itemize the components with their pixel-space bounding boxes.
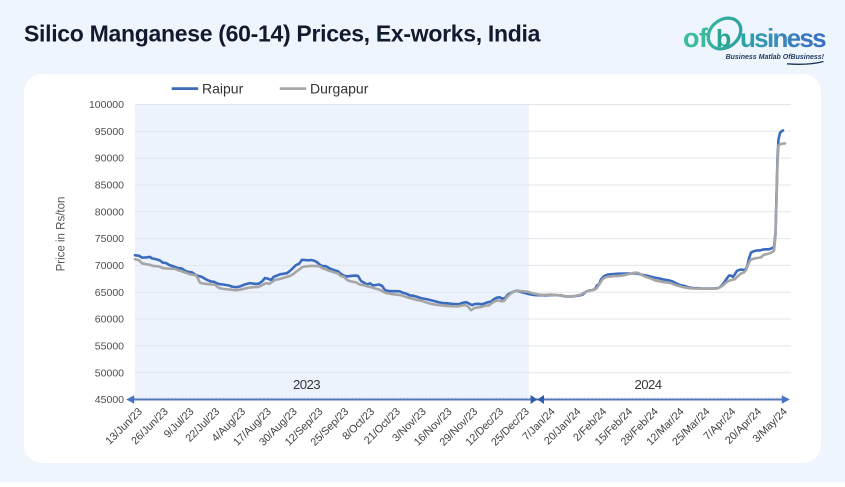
svg-text:60000: 60000 xyxy=(95,314,124,326)
svg-text:90000: 90000 xyxy=(95,153,124,165)
svg-text:75000: 75000 xyxy=(95,233,124,245)
svg-text:80000: 80000 xyxy=(95,206,124,218)
svg-text:55000: 55000 xyxy=(95,341,124,353)
svg-text:65000: 65000 xyxy=(95,287,124,299)
svg-text:45000: 45000 xyxy=(95,394,124,406)
svg-text:70000: 70000 xyxy=(95,260,124,272)
svg-text:Durgapur: Durgapur xyxy=(310,80,369,96)
svg-text:usiness: usiness xyxy=(740,23,826,53)
svg-text:2024: 2024 xyxy=(635,377,662,392)
svg-text:2023: 2023 xyxy=(293,377,320,392)
svg-text:Price in Rs/ton: Price in Rs/ton xyxy=(56,197,68,272)
svg-text:b: b xyxy=(716,25,731,53)
svg-text:of: of xyxy=(683,23,709,53)
svg-text:50000: 50000 xyxy=(95,367,124,379)
svg-text:85000: 85000 xyxy=(95,180,124,192)
svg-text:Raipur: Raipur xyxy=(202,80,244,96)
svg-text:Business Matlab OfBusiness!: Business Matlab OfBusiness! xyxy=(726,54,825,61)
svg-text:Silico Manganese (60-14) Price: Silico Manganese (60-14) Prices, Ex-work… xyxy=(24,21,541,47)
svg-text:100000: 100000 xyxy=(89,99,124,111)
svg-text:95000: 95000 xyxy=(95,126,124,138)
